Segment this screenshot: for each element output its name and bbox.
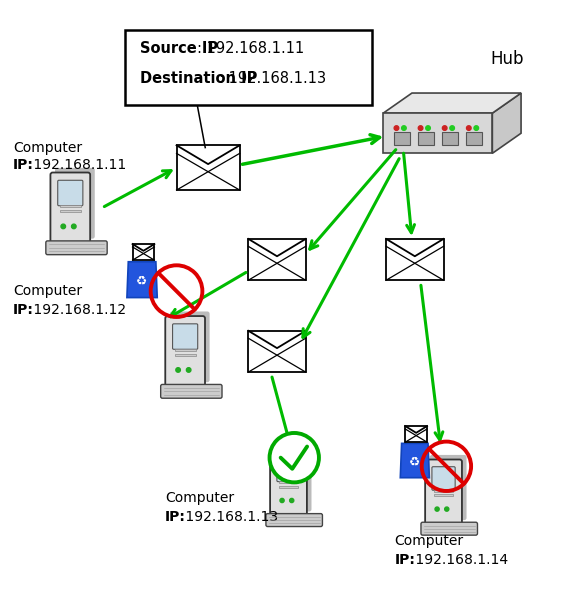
Text: : 192.168.1.13: : 192.168.1.13 bbox=[219, 71, 326, 86]
Circle shape bbox=[426, 126, 430, 130]
Text: 192.168.1.13: 192.168.1.13 bbox=[181, 510, 278, 524]
Text: Hub: Hub bbox=[490, 49, 523, 68]
FancyBboxPatch shape bbox=[266, 514, 323, 527]
Bar bbox=[248, 239, 306, 280]
FancyBboxPatch shape bbox=[173, 324, 198, 349]
FancyBboxPatch shape bbox=[425, 459, 462, 525]
Polygon shape bbox=[383, 93, 521, 113]
Text: Computer: Computer bbox=[165, 491, 234, 505]
Text: IP:: IP: bbox=[13, 302, 33, 316]
Text: 192.168.1.11: 192.168.1.11 bbox=[29, 158, 126, 172]
Bar bbox=[418, 132, 434, 145]
Bar bbox=[279, 481, 298, 483]
Circle shape bbox=[402, 126, 406, 130]
Circle shape bbox=[435, 507, 439, 511]
Circle shape bbox=[61, 224, 66, 229]
Circle shape bbox=[445, 507, 449, 511]
Bar bbox=[434, 494, 453, 496]
Circle shape bbox=[467, 126, 471, 130]
FancyBboxPatch shape bbox=[50, 172, 90, 243]
FancyBboxPatch shape bbox=[165, 316, 205, 387]
FancyBboxPatch shape bbox=[46, 241, 107, 255]
FancyBboxPatch shape bbox=[270, 451, 307, 516]
Circle shape bbox=[269, 433, 319, 482]
Bar bbox=[279, 486, 298, 488]
Bar bbox=[383, 113, 492, 153]
Text: ♻: ♻ bbox=[136, 274, 148, 288]
Circle shape bbox=[394, 126, 399, 130]
FancyBboxPatch shape bbox=[160, 384, 222, 398]
FancyBboxPatch shape bbox=[58, 180, 83, 206]
Text: Destination IP: Destination IP bbox=[140, 71, 258, 86]
Text: Computer: Computer bbox=[13, 284, 82, 298]
Polygon shape bbox=[400, 444, 429, 478]
Bar bbox=[466, 132, 482, 145]
Bar bbox=[248, 331, 306, 372]
Circle shape bbox=[450, 126, 455, 130]
Text: IP:: IP: bbox=[165, 510, 186, 524]
FancyBboxPatch shape bbox=[277, 458, 300, 481]
FancyBboxPatch shape bbox=[421, 522, 478, 535]
Text: Source IP: Source IP bbox=[140, 42, 219, 56]
Bar bbox=[405, 426, 427, 442]
Bar bbox=[442, 132, 458, 145]
Bar bbox=[60, 210, 81, 213]
Bar bbox=[177, 145, 239, 190]
FancyBboxPatch shape bbox=[275, 446, 312, 511]
Circle shape bbox=[280, 499, 284, 503]
Circle shape bbox=[176, 368, 181, 372]
Bar bbox=[133, 244, 155, 260]
Circle shape bbox=[443, 126, 447, 130]
Circle shape bbox=[186, 368, 191, 372]
Bar bbox=[60, 205, 81, 208]
Bar bbox=[175, 349, 196, 351]
FancyBboxPatch shape bbox=[125, 30, 372, 104]
Bar bbox=[434, 490, 453, 492]
Circle shape bbox=[418, 126, 423, 130]
Text: 192.168.1.12: 192.168.1.12 bbox=[29, 302, 126, 316]
Text: IP:: IP: bbox=[13, 158, 33, 172]
FancyBboxPatch shape bbox=[430, 455, 467, 520]
Circle shape bbox=[474, 126, 478, 130]
Text: Computer: Computer bbox=[395, 534, 464, 548]
Circle shape bbox=[290, 499, 294, 503]
FancyBboxPatch shape bbox=[55, 168, 95, 239]
FancyBboxPatch shape bbox=[170, 312, 209, 382]
Text: Computer: Computer bbox=[13, 141, 82, 155]
Polygon shape bbox=[127, 262, 158, 298]
Text: IP:: IP: bbox=[395, 553, 415, 567]
Text: : 192.168.1.11: : 192.168.1.11 bbox=[197, 42, 304, 56]
Bar bbox=[386, 239, 444, 280]
Text: ♻: ♻ bbox=[409, 455, 421, 469]
Text: 192.168.1.14: 192.168.1.14 bbox=[411, 553, 508, 567]
FancyBboxPatch shape bbox=[432, 467, 455, 490]
Circle shape bbox=[72, 224, 76, 229]
Bar bbox=[394, 132, 410, 145]
Polygon shape bbox=[492, 93, 521, 153]
Bar bbox=[175, 354, 196, 356]
